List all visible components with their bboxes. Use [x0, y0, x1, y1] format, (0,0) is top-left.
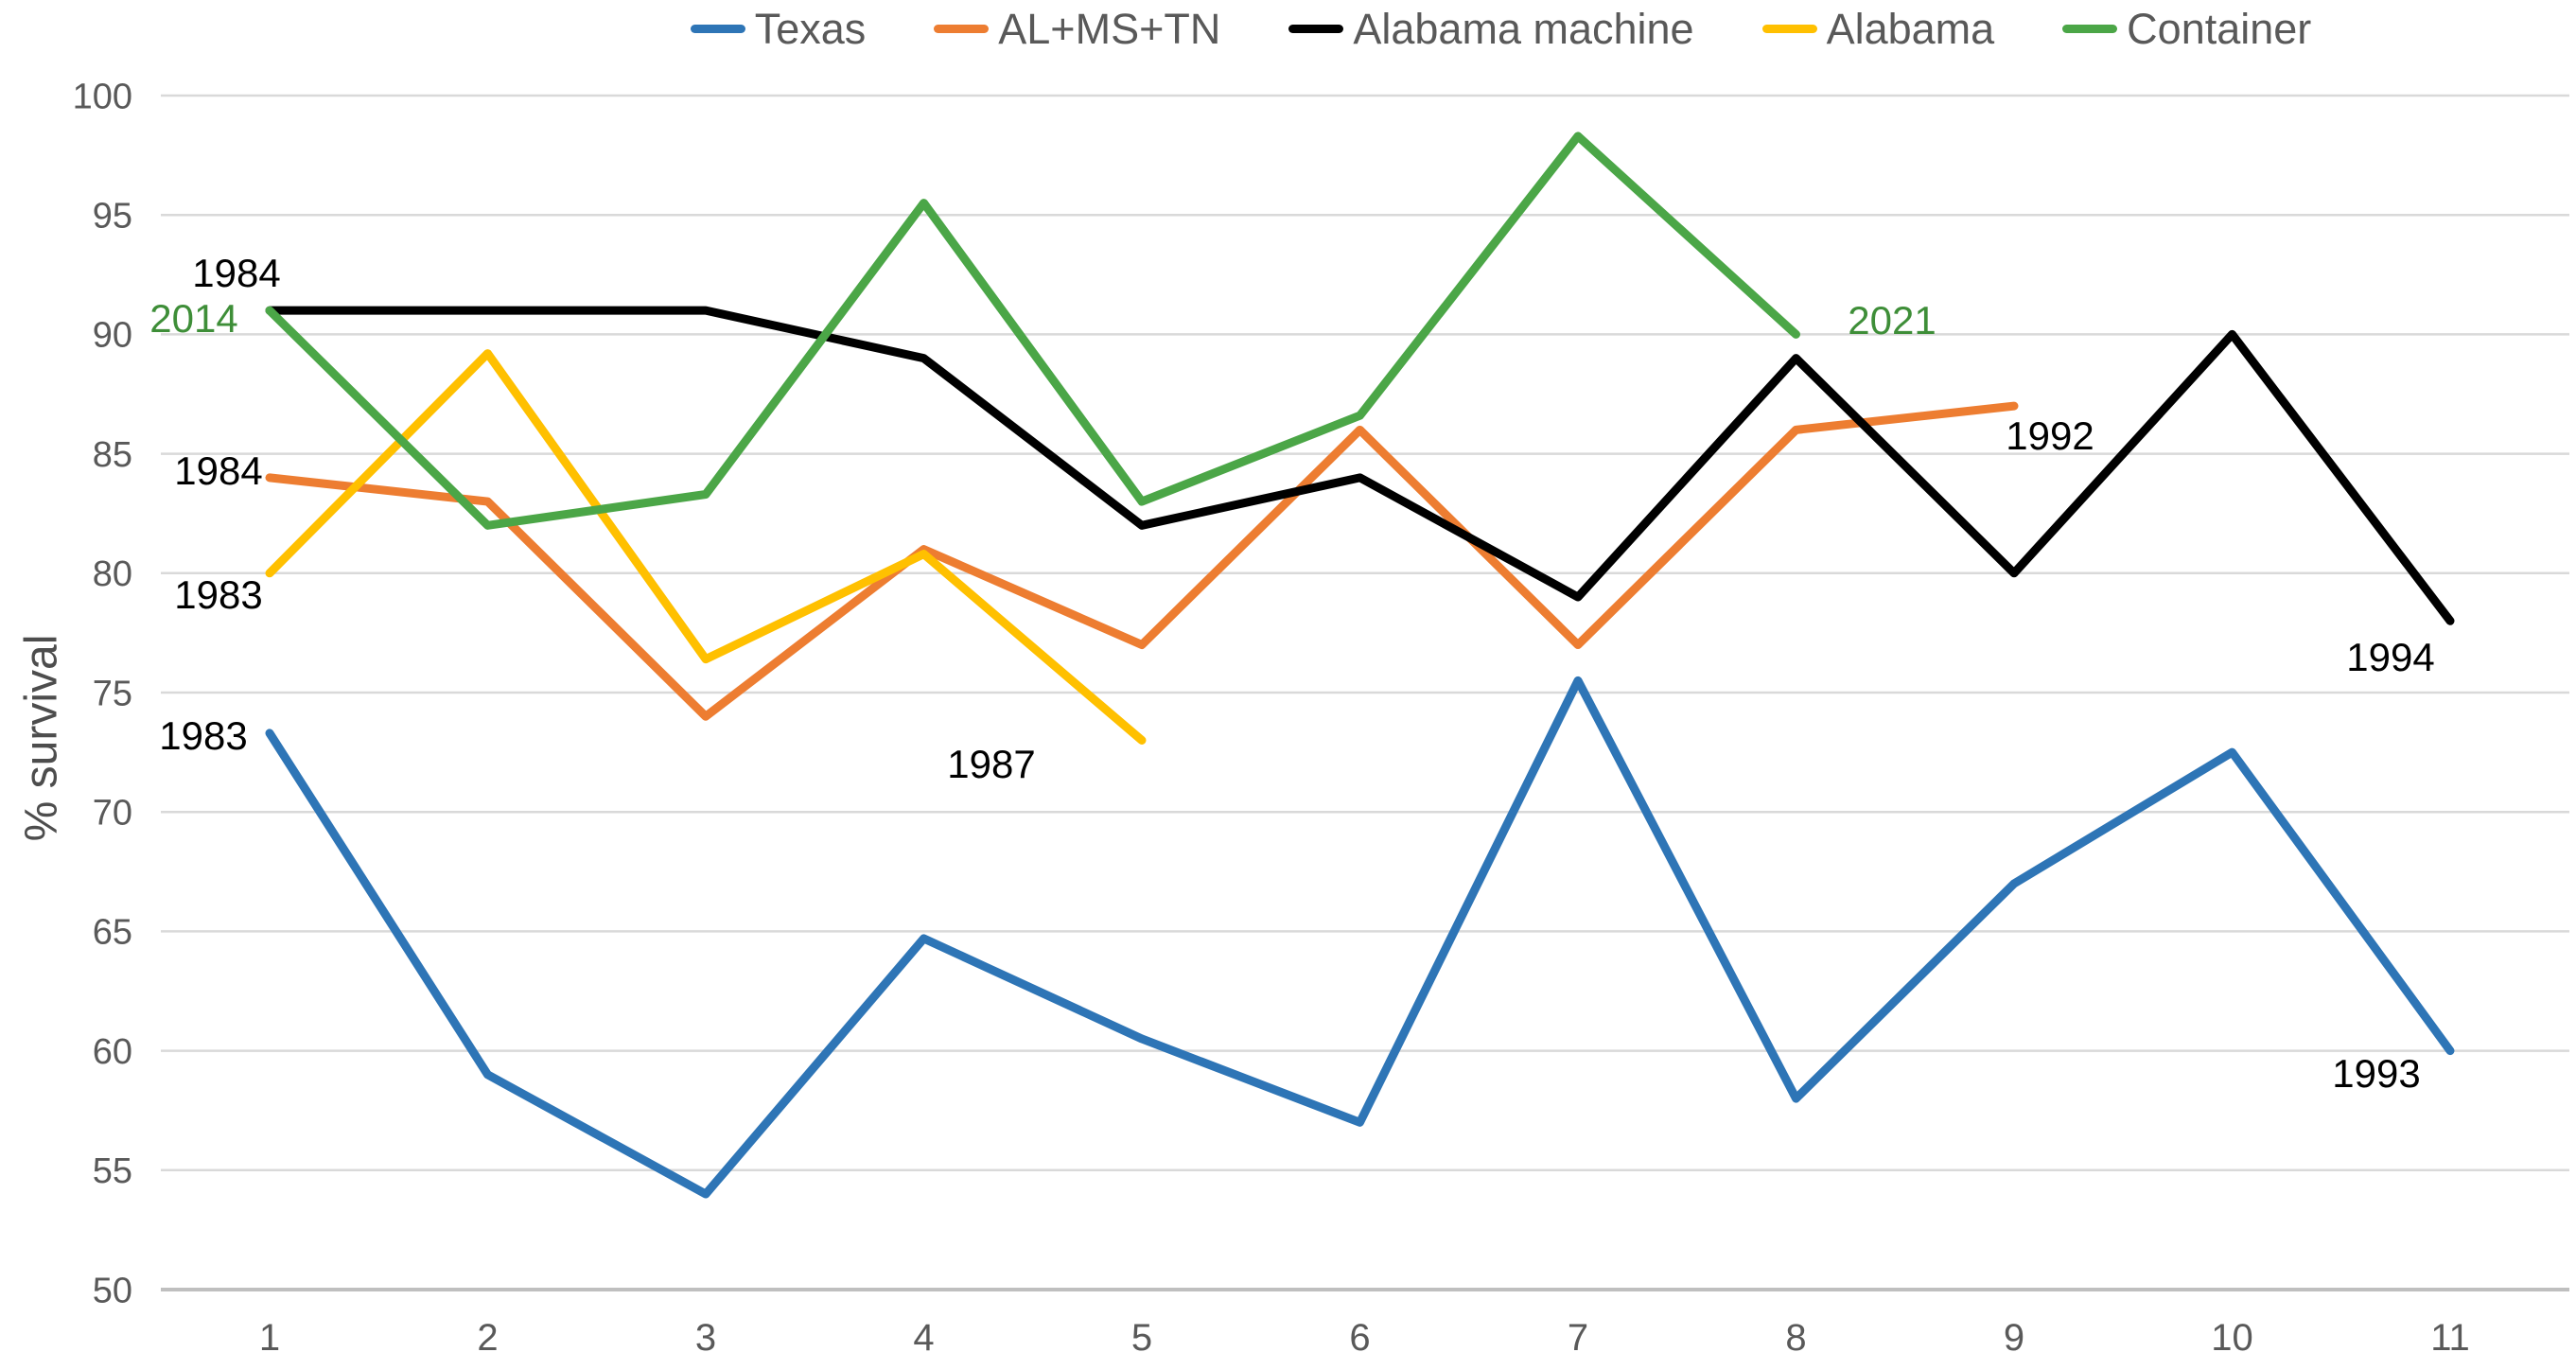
legend-dash-icon — [690, 25, 745, 34]
legend-label: Texas — [754, 5, 867, 53]
legend-item-texas[interactable]: Texas — [690, 5, 867, 53]
legend-label: Alabama — [1826, 5, 1995, 53]
legend-item-alabama[interactable]: Alabama — [1761, 5, 1995, 53]
annotation-label: 1992 — [2006, 413, 2094, 458]
annotation-label: 1984 — [174, 448, 262, 493]
y-tick-label: 70 — [93, 794, 132, 834]
x-tick-label: 3 — [695, 1317, 716, 1359]
x-tick-label: 11 — [2430, 1317, 2470, 1359]
x-tick-label: 5 — [1131, 1317, 1152, 1359]
y-axis-title: % survival — [16, 634, 67, 842]
legend-dash-icon — [934, 25, 990, 34]
x-tick-label: 10 — [2211, 1317, 2253, 1359]
y-tick-label: 80 — [93, 554, 132, 594]
x-tick-label: 4 — [913, 1317, 934, 1359]
annotation-label: 1994 — [2346, 635, 2434, 679]
legend-item-container[interactable]: Container — [2062, 6, 2311, 53]
y-tick-label: 60 — [93, 1032, 132, 1072]
legend-dash-icon — [2062, 25, 2118, 34]
legend-item-al-ms-tn[interactable]: AL+MS+TN — [934, 6, 1220, 53]
series-line-al-ms-tn — [265, 401, 2019, 721]
x-tick-label: 9 — [2004, 1317, 2024, 1359]
y-tick-label: 55 — [93, 1151, 132, 1191]
series-line-alabama-machine — [265, 306, 2455, 625]
annotation-label: 2021 — [1848, 298, 1936, 342]
annotation-label: 1987 — [947, 742, 1035, 786]
legend-label: Alabama machine — [1353, 5, 1694, 53]
x-tick-label: 6 — [1349, 1317, 1370, 1359]
y-tick-label: 75 — [93, 674, 132, 713]
series-line-alabama — [265, 349, 1147, 745]
y-tick-label: 100 — [73, 77, 132, 116]
annotation-label: 1983 — [159, 713, 247, 758]
y-tick-label: 90 — [93, 316, 132, 356]
legend-label: Container — [2127, 5, 2312, 53]
legend-label: AL+MS+TN — [998, 5, 1221, 53]
chart-legend: Texas AL+MS+TN Alabama machine Alabama Conta… — [435, 6, 2567, 53]
y-tick-label: 50 — [93, 1271, 132, 1310]
annotation-label: 1993 — [2332, 1051, 2420, 1096]
y-tick-label: 85 — [93, 435, 132, 475]
x-tick-label: 2 — [477, 1317, 498, 1359]
annotation-label: 1984 — [192, 251, 280, 295]
legend-dash-icon — [1288, 25, 1344, 34]
series-line-container — [265, 132, 1800, 530]
annotation-label: 2014 — [149, 296, 237, 341]
y-tick-label: 95 — [93, 197, 132, 237]
x-tick-label: 1 — [259, 1317, 280, 1359]
x-tick-label: 7 — [1568, 1317, 1588, 1359]
x-tick-label: 8 — [1785, 1317, 1806, 1359]
legend-dash-icon — [1761, 25, 1817, 34]
y-tick-label: 65 — [93, 913, 132, 953]
series-line-texas — [265, 676, 2455, 1199]
annotation-label: 1983 — [174, 572, 262, 617]
legend-item-alabama-machine[interactable]: Alabama machine — [1288, 5, 1694, 53]
